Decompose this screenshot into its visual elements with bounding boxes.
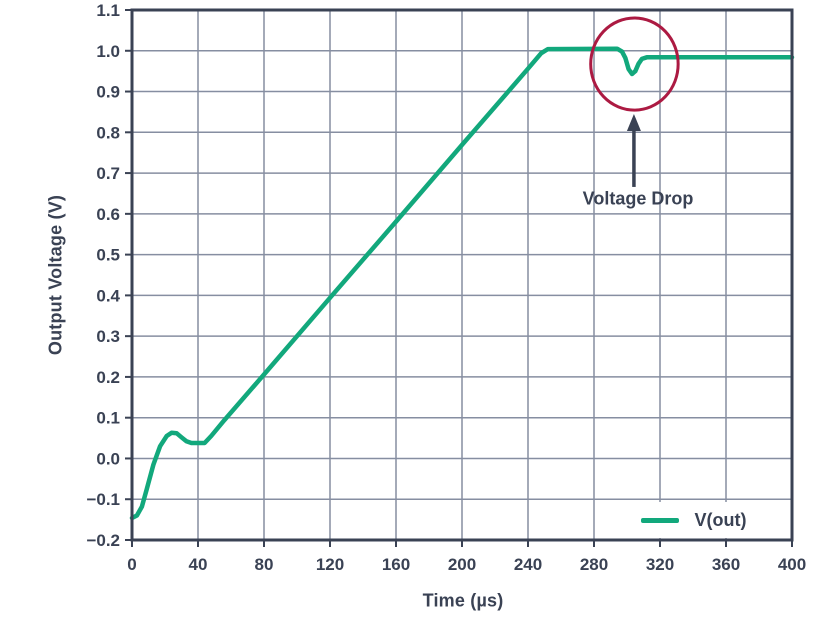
- y-tick-label: 1.0: [96, 42, 120, 61]
- y-tick-label: 0.7: [96, 164, 120, 183]
- y-tick-label: 1.1: [96, 1, 120, 20]
- x-tick-label: 240: [514, 555, 542, 574]
- y-tick-label: 0.5: [96, 246, 120, 265]
- legend-series-label: V(out): [694, 509, 747, 530]
- series-line-vout: [129, 46, 795, 521]
- y-tick-label: 0.1: [96, 409, 120, 428]
- legend-line-swatch: [640, 517, 679, 523]
- y-tick-label: 0.9: [96, 83, 120, 102]
- voltage-drop-annotation-label: Voltage Drop: [582, 188, 694, 209]
- y-tick-label: 0.3: [96, 327, 120, 346]
- x-tick-label: 320: [646, 555, 674, 574]
- y-tick-label: 0.6: [96, 205, 120, 224]
- legend: V(out): [597, 502, 790, 538]
- y-tick-label: 0.2: [96, 368, 120, 387]
- y-tick-label: 0.8: [96, 123, 120, 142]
- y-tick-label: −0.1: [86, 490, 120, 509]
- voltage-drop-arrow-head: [626, 113, 641, 131]
- y-tick-label: −0.2: [86, 531, 120, 550]
- x-tick-label: 0: [127, 555, 136, 574]
- plot-frame: [130, 8, 794, 542]
- x-tick-label: 360: [712, 555, 740, 574]
- y-tick-label: 0.0: [96, 449, 120, 468]
- y-axis-title: Output Voltage (V): [45, 194, 66, 356]
- y-tick-label: 0.4: [96, 286, 120, 305]
- x-tick-label: 280: [580, 555, 608, 574]
- x-axis-title: Time (µs): [422, 590, 504, 611]
- x-tick-label: 120: [316, 555, 344, 574]
- x-tick-label: 40: [189, 555, 208, 574]
- x-tick-label: 80: [255, 555, 274, 574]
- x-tick-label: 200: [448, 555, 476, 574]
- x-tick-label: 160: [382, 555, 410, 574]
- voltage-drop-circle: [589, 16, 680, 112]
- x-tick-label: 400: [778, 555, 806, 574]
